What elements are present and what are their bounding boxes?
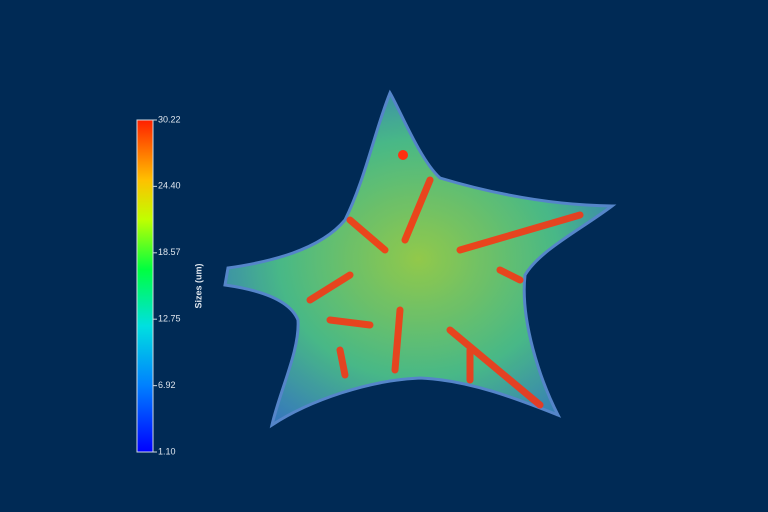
colorbar-tick-label: 1.10 — [158, 446, 176, 456]
colorbar — [136, 119, 154, 453]
colorbar-tick-label: 6.92 — [158, 380, 176, 390]
colorbar-tick-label: 18.57 — [158, 247, 181, 257]
colorbar-label: Sizes (um) — [193, 263, 203, 308]
colorbar-tick-label: 24.40 — [158, 181, 181, 191]
colorbar-tick-label: 30.22 — [158, 114, 181, 124]
starfish-render — [223, 89, 617, 429]
colorbar-tick-label: 12.75 — [158, 314, 181, 324]
